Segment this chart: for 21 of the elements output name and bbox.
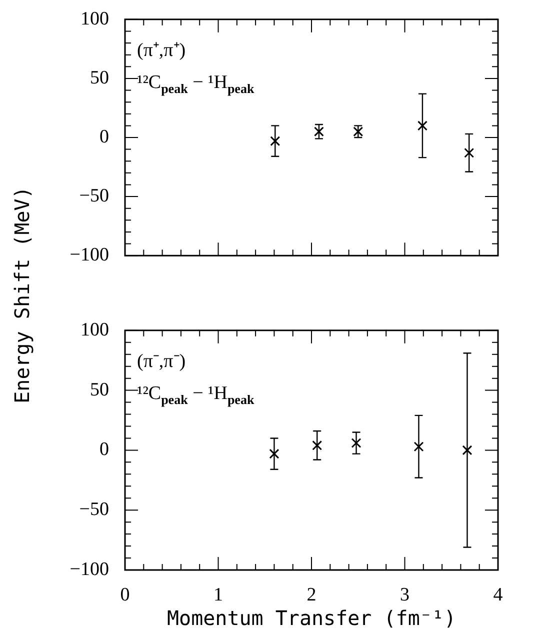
annotation: ¹²C$_{peak}$ − ¹H$_{peak}$ [137,383,254,408]
y-tick-label: 100 [80,319,109,340]
annotation: ¹²C$_{peak}$ − ¹H$_{peak}$ [137,72,254,96]
y-tick-label: 100 [80,8,109,30]
y-tick-label: −100 [70,558,109,580]
y-axis-title: Energy Shift (MeV) [10,186,34,404]
y-tick-label: −100 [70,244,109,266]
x-tick-label: 1 [214,584,223,606]
y-tick-label: 0 [100,439,109,460]
x-tick-label: 3 [400,584,410,606]
y-tick-label: 0 [100,126,109,148]
x-tick-label: 2 [306,584,316,606]
annotation: (π⁺,π⁺) [137,40,186,62]
x-tick-label: 0 [120,584,130,606]
x-tick-label: 4 [493,584,504,606]
y-tick-label: −50 [79,186,109,207]
annotation: (π⁻,π⁻) [137,351,186,372]
x-axis-title: Momentum Transfer (fm⁻¹) [167,606,456,630]
y-tick-label: 50 [90,67,109,88]
y-tick-label: 50 [90,379,109,400]
y-tick-label: −50 [79,499,109,520]
